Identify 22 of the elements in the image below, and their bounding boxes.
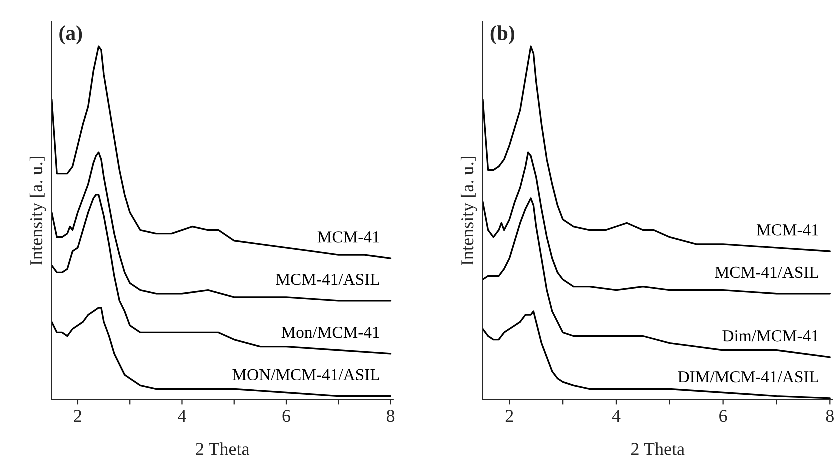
series-label: DIM/MCM-41/ASIL <box>678 371 818 383</box>
x-tick-label: 2 <box>506 410 514 422</box>
x-axis-title: 2 Theta <box>632 442 685 456</box>
series-label: MCM-41/ASIL <box>715 266 818 278</box>
chart-title: (a) <box>60 26 82 45</box>
x-tick-label: 4 <box>612 410 621 422</box>
x-tick-label: 6 <box>720 410 728 422</box>
y-axis-title: Intensity [a. u.] <box>460 157 478 266</box>
x-tick-label: 4 <box>178 410 186 422</box>
x-tick-label: 8 <box>386 410 395 422</box>
series-label: MCM-41/ASIL <box>276 274 380 286</box>
y-axis-title: Intensity [a. u.] <box>30 157 46 266</box>
x-tick-label: 8 <box>826 410 834 422</box>
x-tick-label: 6 <box>282 410 290 422</box>
chart-title: (b) <box>490 26 514 45</box>
series-label: MCM-41 <box>318 232 380 243</box>
series-label: MON/MCM-41/ASIL <box>232 369 380 381</box>
x-axis-title: 2 Theta <box>196 442 250 456</box>
series-label: Mon/MCM-41 <box>282 326 380 338</box>
x-tick-label: 2 <box>74 410 82 422</box>
series-label: MCM-41 <box>756 224 818 236</box>
series-label: Dim/MCM-41 <box>722 330 818 342</box>
